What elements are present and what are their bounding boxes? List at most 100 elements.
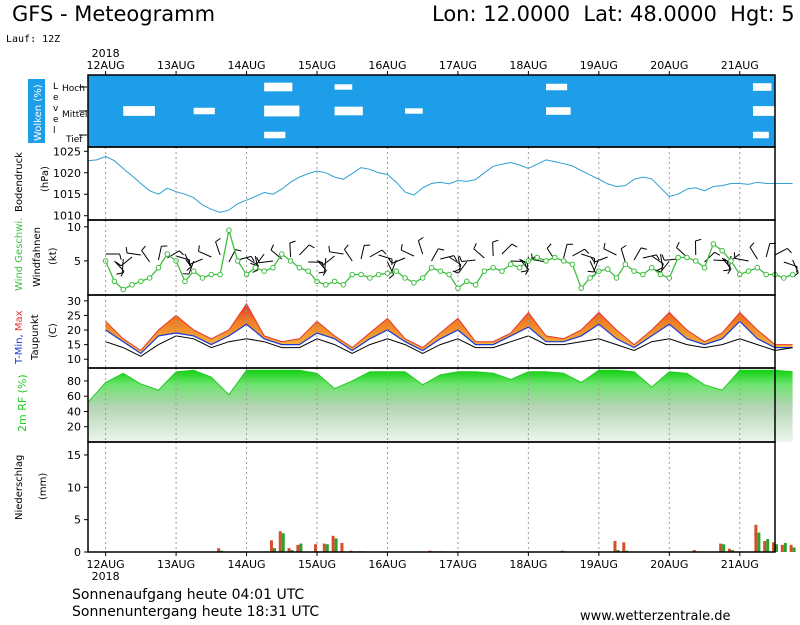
day-label-top: 21AUG xyxy=(721,59,759,72)
wind-speed-point xyxy=(490,264,496,271)
precip-bar-red xyxy=(322,543,326,552)
wind-barb-flag xyxy=(116,272,123,275)
cloud-gap xyxy=(405,108,423,114)
temperature-tick-label: 10 xyxy=(67,353,81,366)
wind-barb-flag xyxy=(531,253,533,260)
precip-bar-red xyxy=(719,543,723,552)
humidity-line xyxy=(87,369,793,403)
wind-speed-point xyxy=(781,275,787,281)
level-letter: l xyxy=(53,126,56,136)
precip-bar-red xyxy=(296,544,300,552)
wind-speed-point xyxy=(296,264,303,271)
wind-barb-flag xyxy=(620,244,627,250)
wind-speed-point xyxy=(701,264,708,271)
wind-barb xyxy=(360,245,365,260)
cloud-gap xyxy=(752,131,769,139)
wind-speed-point xyxy=(446,271,452,278)
wind-speed-point xyxy=(631,268,637,274)
precip-bar-green xyxy=(299,543,303,552)
wind-speed-point xyxy=(543,258,549,264)
wind-barb xyxy=(792,259,799,273)
level-letter: L xyxy=(53,82,58,92)
pressure-axis-label: Bodendruck xyxy=(14,152,25,212)
day-label-bottom: 12AUG xyxy=(87,558,125,571)
wind-barb-flag xyxy=(546,243,552,249)
precipitation-tick-label: 5 xyxy=(74,514,81,527)
precipitation-tick-label: 0 xyxy=(74,546,81,559)
wind-barb xyxy=(299,244,310,256)
wind-barb xyxy=(323,255,335,266)
wind-barb xyxy=(343,249,353,262)
wind-speed-point xyxy=(120,286,127,293)
wind-barb xyxy=(120,256,133,267)
precip-bar-red xyxy=(269,540,273,552)
day-label-bottom: 20AUG xyxy=(650,558,688,571)
wind-barb-flag xyxy=(250,256,255,262)
precip-bar-green xyxy=(334,538,338,552)
wind-barb-flag xyxy=(322,270,327,276)
day-label-bottom: 16AUG xyxy=(368,558,406,571)
wind-barb xyxy=(141,250,151,263)
day-label-bottom: 17AUG xyxy=(439,558,477,571)
wind-speed-point xyxy=(287,258,294,264)
wind-barb-flag xyxy=(185,259,191,265)
day-label-top: 14AUG xyxy=(227,59,265,72)
wind-speed-point xyxy=(164,251,171,257)
wind-barb xyxy=(765,243,771,258)
cloud-gap xyxy=(334,84,353,90)
wind-barb xyxy=(704,251,715,263)
wind-barb-flag xyxy=(381,249,387,255)
wind-speed-point xyxy=(393,268,400,274)
wind-speed-point xyxy=(129,281,135,288)
precip-bar-green xyxy=(272,548,276,552)
wind-axis-label: Wind Geschwi. xyxy=(14,218,25,291)
level-letter: e xyxy=(53,93,59,103)
wind-speed-point xyxy=(323,281,329,288)
day-label-top: 18AUG xyxy=(509,59,547,72)
precip-bar-green xyxy=(775,544,778,552)
pressure-unit-label: (hPa) xyxy=(40,166,51,192)
precip-bar-red xyxy=(692,550,696,552)
wind-barb-flag xyxy=(654,269,661,273)
wind-barb xyxy=(157,246,162,261)
wind-barb-flag xyxy=(235,249,242,252)
wind-barb-flag xyxy=(458,255,463,262)
wind-barb-flag xyxy=(388,274,394,279)
wind-barb xyxy=(774,247,788,256)
wind-barb-flag xyxy=(473,243,477,250)
wind-barb-flag xyxy=(723,258,729,263)
wind-barb xyxy=(664,258,679,261)
wind-barb-flag xyxy=(661,254,665,261)
cloud-gap xyxy=(752,83,772,91)
day-label-top: 12AUG xyxy=(87,59,125,72)
wind-speed-point xyxy=(428,264,435,271)
pressure-tick-label: 1025 xyxy=(53,145,81,158)
wind-barb-flag xyxy=(676,242,680,248)
wind-barb xyxy=(642,254,657,259)
year-label-bottom: 2018 xyxy=(92,570,120,583)
wind-speed-point xyxy=(613,275,620,281)
precip-bar-red xyxy=(622,542,626,552)
wind-barb-flag xyxy=(141,245,146,251)
wind-barb-flag xyxy=(590,256,595,263)
wind-axis-label-2: Windfahnen xyxy=(32,227,43,287)
pressure-tick-label: 1020 xyxy=(53,167,81,180)
cloud-gap xyxy=(264,82,293,92)
wind-barb-flag xyxy=(125,247,128,254)
level-letter: e xyxy=(53,115,59,125)
wind-speed-point xyxy=(472,281,479,288)
wind-speed-point xyxy=(754,264,761,271)
wind-barb xyxy=(369,249,383,258)
level-mid-label: Mittel xyxy=(62,110,87,120)
day-label-bottom: 21AUG xyxy=(721,558,759,571)
precip-bar-green xyxy=(766,539,770,552)
precip-bar-red xyxy=(772,542,775,552)
wind-barb xyxy=(461,259,476,262)
humidity-tick-label: 60 xyxy=(67,390,81,403)
wind-barb xyxy=(603,248,617,256)
wind-tick-label: 5 xyxy=(74,255,81,268)
wind-speed-point xyxy=(217,271,223,278)
wind-speed-point xyxy=(340,281,347,288)
wind-speed-point xyxy=(692,258,699,264)
panel-frame xyxy=(87,219,776,296)
